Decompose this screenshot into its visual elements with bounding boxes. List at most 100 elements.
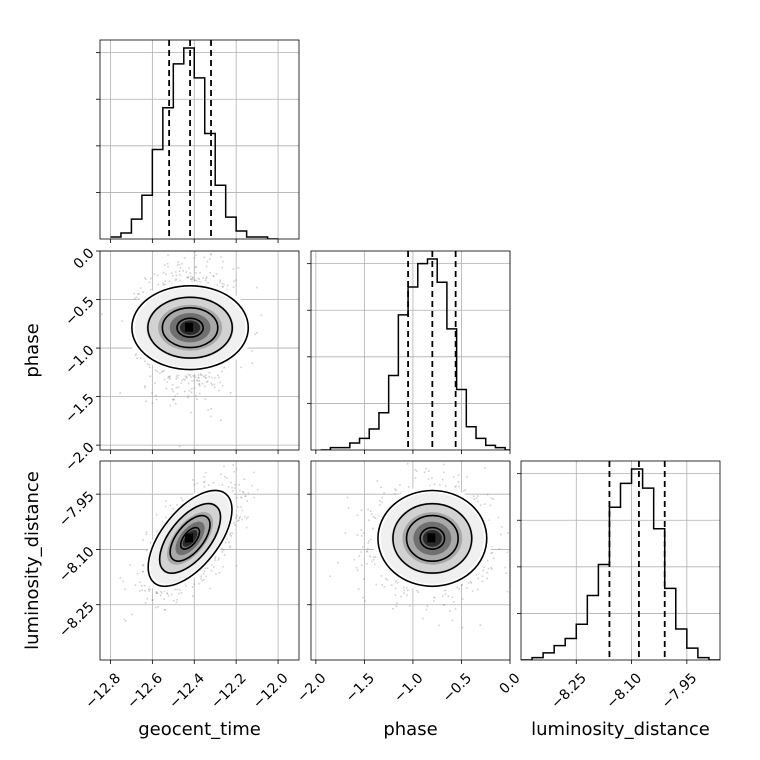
scatter-point	[239, 489, 241, 492]
scatter-point	[207, 380, 209, 383]
scatter-point	[191, 280, 193, 283]
scatter-point	[190, 278, 192, 280]
scatter-point	[235, 565, 238, 567]
scatter-point	[226, 223, 228, 225]
scatter-point	[425, 468, 428, 470]
scatter-point	[490, 545, 493, 548]
joint-panel-geocent_time-phase	[101, 223, 263, 448]
scatter-point	[370, 560, 373, 563]
scatter-point	[163, 598, 165, 600]
scatter-point	[197, 277, 199, 280]
scatter-point	[460, 584, 463, 586]
scatter-point	[464, 489, 467, 491]
scatter-point	[204, 567, 207, 570]
scatter-point	[224, 541, 227, 544]
scatter-point	[236, 497, 238, 499]
scatter-point	[451, 596, 454, 598]
scatter-point	[360, 509, 363, 512]
scatter-point	[214, 377, 216, 379]
scatter-point	[229, 532, 232, 534]
scatter-point	[192, 479, 194, 481]
scatter-point	[484, 467, 486, 469]
scatter-point	[454, 608, 457, 610]
scatter-point	[390, 584, 393, 586]
scatter-point	[203, 476, 205, 478]
scatter-point	[214, 559, 216, 561]
scatter-point	[171, 388, 174, 390]
scatter-point	[245, 526, 248, 529]
scatter-point	[200, 577, 202, 580]
scatter-point	[453, 601, 455, 603]
scatter-point	[220, 473, 222, 476]
scatter-point	[230, 535, 232, 537]
scatter-point	[392, 607, 394, 610]
histogram-luminosity_distance	[521, 468, 720, 660]
scatter-point	[124, 588, 126, 591]
scatter-point	[394, 587, 397, 590]
scatter-point	[490, 552, 493, 554]
scatter-point	[374, 517, 376, 519]
scatter-point	[145, 549, 148, 552]
scatter-point	[253, 471, 255, 474]
scatter-point	[180, 592, 183, 594]
panel-frame-geocent_time-phase	[99, 250, 300, 451]
scatter-point	[237, 267, 240, 269]
scatter-point	[461, 598, 464, 600]
scatter-point	[172, 508, 175, 510]
scatter-point	[227, 486, 230, 488]
scatter-point	[357, 588, 360, 590]
scatter-point	[207, 282, 210, 284]
scatter-point	[189, 272, 192, 274]
scatter-point	[423, 471, 426, 473]
scatter-point	[207, 409, 209, 411]
scatter-point	[222, 565, 224, 568]
scatter-point	[443, 589, 445, 591]
joint-panel-phase-luminosity_distance	[329, 462, 509, 629]
scatter-point	[172, 398, 174, 401]
scatter-point	[221, 551, 223, 553]
scatter-point	[187, 396, 189, 399]
scatter-point	[193, 379, 195, 382]
contour-1	[147, 296, 234, 359]
scatter-point	[433, 596, 436, 599]
scatter-point	[233, 280, 235, 283]
scatter-point	[205, 471, 207, 474]
scatter-point	[167, 266, 169, 268]
scatter-point	[154, 382, 156, 384]
scatter-point	[223, 283, 225, 286]
scatter-point	[233, 522, 235, 524]
scatter-point	[399, 484, 401, 486]
scatter-point	[438, 624, 440, 627]
xtick-label-geocent_time-2: −12.4	[166, 670, 208, 712]
scatter-point	[362, 596, 364, 599]
scatter-point	[353, 558, 356, 561]
scatter-point	[226, 538, 228, 540]
scatter-point	[427, 478, 430, 480]
scatter-point	[229, 534, 231, 536]
scatter-point	[414, 469, 417, 471]
scatter-point	[210, 408, 212, 410]
scatter-point	[454, 486, 456, 488]
scatter-point	[203, 480, 206, 483]
scatter-point	[487, 519, 490, 522]
scatter-point	[185, 271, 188, 273]
scatter-point	[155, 590, 158, 593]
ytick-label-phase-0: 0.0	[71, 245, 98, 272]
scatter-point	[167, 376, 169, 379]
scatter-point	[482, 569, 484, 572]
scatter-point	[238, 517, 241, 519]
scatter-point	[379, 500, 381, 502]
scatter-point	[384, 577, 387, 580]
scatter-point	[179, 279, 181, 282]
scatter-point	[154, 369, 157, 372]
contour-0	[147, 489, 233, 588]
scatter-point	[208, 258, 211, 260]
scatter-point	[364, 600, 366, 602]
scatter-point	[205, 265, 208, 268]
scatter-point	[457, 474, 460, 476]
scatter-point	[161, 520, 164, 523]
scatter-point	[206, 282, 209, 285]
scatter-point	[356, 534, 359, 536]
scatter-point	[394, 594, 397, 596]
scatter-point	[187, 276, 189, 278]
